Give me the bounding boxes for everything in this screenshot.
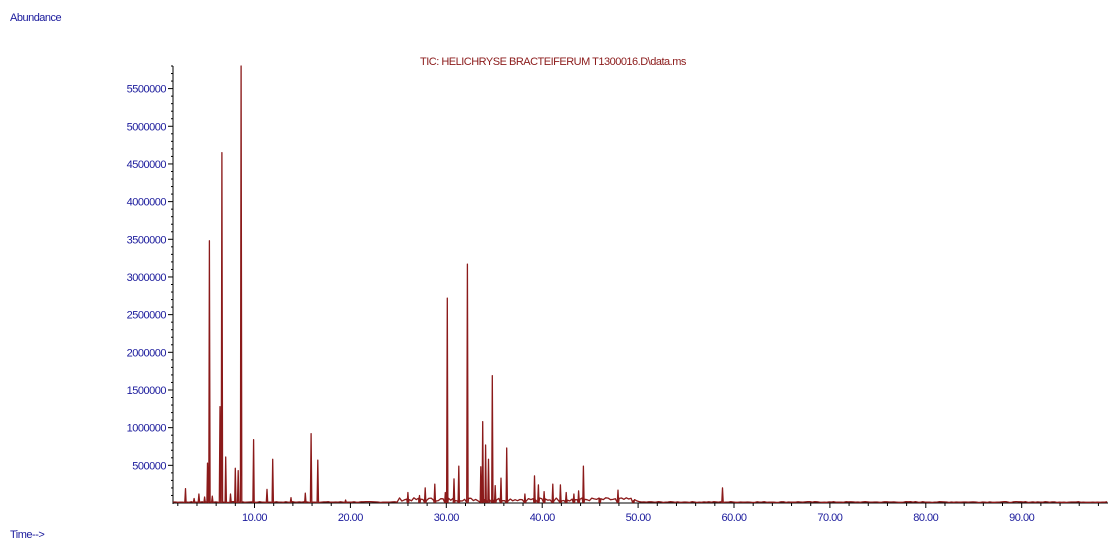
chart-title: TIC: HELICHRYSE BRACTEIFERUM T1300016.D\…	[420, 56, 686, 68]
y-tick-label: 2500000	[127, 310, 167, 322]
y-tick-label: 4000000	[127, 197, 167, 209]
x-tick-label: 90.00	[1009, 512, 1034, 524]
y-tick-label: 1500000	[127, 385, 167, 397]
x-tick-label: 30.00	[434, 512, 459, 524]
x-tick-label: 50.00	[626, 512, 651, 524]
x-tick-label: 10.00	[242, 512, 267, 524]
y-tick-label: 5000000	[127, 121, 167, 133]
y-tick-label: 2000000	[127, 347, 167, 359]
y-tick-label: 3000000	[127, 272, 167, 284]
x-axis-title: Time-->	[10, 529, 45, 541]
y-tick-label: 500000	[132, 460, 166, 472]
y-tick-label: 4500000	[127, 159, 167, 171]
x-tick-label: 60.00	[721, 512, 746, 524]
x-tick-label: 80.00	[913, 512, 938, 524]
tic-trace	[173, 65, 1108, 504]
y-axis-title: Abundance	[10, 12, 62, 24]
x-tick-label: 40.00	[530, 512, 555, 524]
y-tick-label: 1000000	[127, 423, 167, 435]
x-tick-label: 70.00	[817, 512, 842, 524]
y-tick-label: 3500000	[127, 234, 167, 246]
y-tick-label: 5500000	[127, 84, 167, 96]
x-tick-label: 20.00	[338, 512, 363, 524]
